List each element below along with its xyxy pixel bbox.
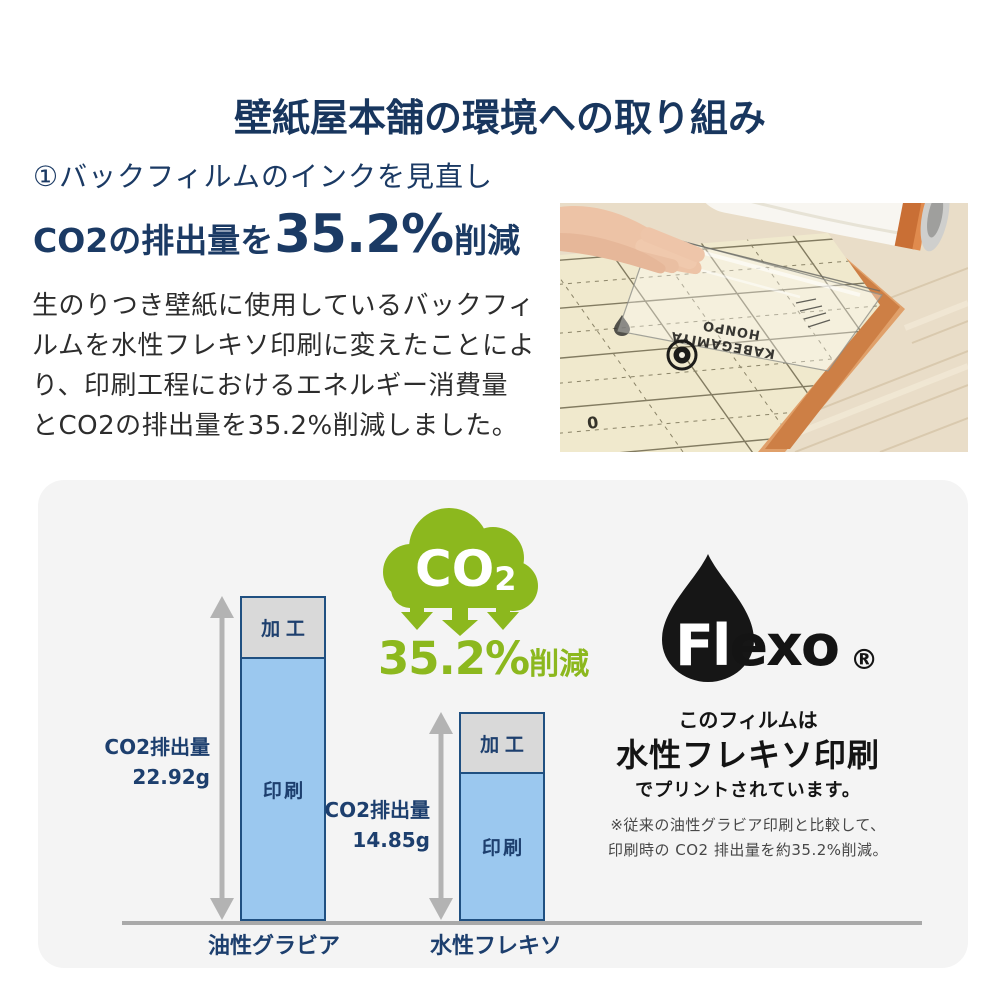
co2-icon-text: CO bbox=[415, 540, 494, 598]
flexo-brand-word: Fl exo ® bbox=[675, 618, 878, 675]
reduction-label: 35.2% 削減 bbox=[378, 632, 589, 685]
amount-value: 22.92g bbox=[132, 765, 210, 789]
co2-icon-subscript: 2 bbox=[494, 560, 516, 598]
co2-cloud-icon: CO2 bbox=[383, 508, 538, 636]
amount-label-left: CO2排出量 22.92g bbox=[38, 732, 210, 792]
product-photo: 0 KABEGAMIYA HONPO bbox=[560, 203, 968, 452]
hand bbox=[560, 206, 705, 275]
flexo-note-line1: ※従来の油性グラビア印刷と比較して、 bbox=[610, 816, 886, 834]
ruler-scale-mark: 0 bbox=[586, 413, 600, 433]
flexo-caption-line2: 水性フレキソ印刷 bbox=[615, 736, 881, 774]
chart-axis-line bbox=[122, 921, 922, 925]
segment-label: 加工 bbox=[261, 618, 311, 640]
segment-label: 印刷 bbox=[481, 837, 525, 859]
body-line: とCO2の排出量を35.2%削減しました。 bbox=[32, 411, 519, 441]
axis-label-left: 油性グラビア bbox=[207, 934, 341, 959]
highlight-value: 35.2% bbox=[274, 204, 454, 265]
amount-title: CO2排出量 bbox=[104, 735, 210, 759]
amount-value: 14.85g bbox=[352, 828, 430, 852]
wallpaper-roll bbox=[694, 203, 950, 252]
page-title: 壁紙屋本舗の環境への取り組み bbox=[233, 96, 766, 141]
body-line: り、印刷工程におけるエネルギー消費量 bbox=[32, 371, 508, 401]
reduction-value: 35.2% bbox=[378, 632, 530, 685]
body-line: 生のりつき壁紙に使用しているバックフィ bbox=[32, 291, 535, 321]
svg-text:CO2: CO2 bbox=[415, 540, 516, 598]
bar-segment-kako-left: 加工 bbox=[240, 596, 326, 657]
flexo-note-line2: 印刷時の CO2 排出量を約35.2%削減。 bbox=[607, 841, 889, 859]
reduction-suffix: 削減 bbox=[529, 647, 590, 682]
flexo-droplet-icon bbox=[662, 554, 754, 682]
section-heading: ①バックフィルムのインクを見直し bbox=[33, 160, 493, 193]
infographic-panel: CO2排出量 22.92g 加工 印刷 油性グラビア CO2排出量 14.85g… bbox=[38, 480, 968, 968]
body-paragraph: 生のりつき壁紙に使用しているバックフィ ルムを水性フレキソ印刷に変えたことによ … bbox=[32, 286, 535, 446]
amount-label-right: CO2排出量 14.85g bbox=[258, 795, 430, 855]
range-arrow-right bbox=[429, 712, 453, 920]
amount-title: CO2排出量 bbox=[324, 798, 430, 822]
registered-mark: ® bbox=[850, 643, 879, 676]
highlight-suffix: 削減 bbox=[454, 221, 521, 260]
highlight-line: CO2の排出量を 35.2% 削減 bbox=[33, 204, 520, 265]
body-line: ルムを水性フレキソ印刷に変えたことによ bbox=[32, 331, 535, 361]
flexo-caption-line1: このフィルムは bbox=[678, 708, 818, 732]
flexo-brand-black-part: exo bbox=[729, 613, 840, 679]
bar-segment-insatsu-right: 印刷 bbox=[459, 772, 545, 921]
highlight-prefix: CO2の排出量を bbox=[33, 221, 274, 260]
axis-label-right: 水性フレキソ bbox=[429, 934, 563, 959]
segment-label: 印刷 bbox=[262, 779, 306, 802]
wallpaper-roll-photo-illustration: 0 KABEGAMIYA HONPO bbox=[560, 203, 968, 452]
flexo-caption-line3: でプリントされています。 bbox=[635, 780, 861, 801]
flexo-brand-white-part: Fl bbox=[675, 613, 732, 679]
range-arrow-left bbox=[210, 596, 234, 920]
bar-segment-kako-right: 加工 bbox=[459, 712, 545, 772]
segment-label: 加工 bbox=[480, 733, 530, 756]
bar-segment-insatsu-left: 印刷 bbox=[240, 657, 326, 921]
